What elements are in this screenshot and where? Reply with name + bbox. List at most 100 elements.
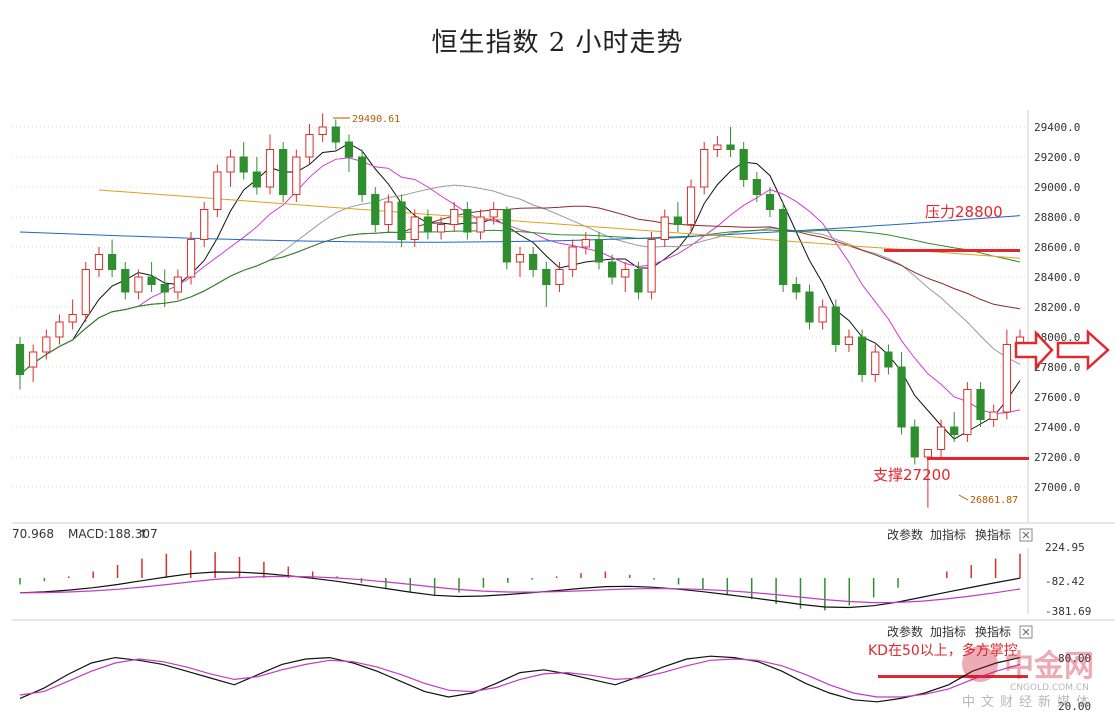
macd-tick-bottom: -381.69	[1045, 605, 1091, 618]
candle-up	[936, 426, 946, 450]
candle-up	[660, 216, 669, 240]
macd-histogram	[19, 550, 1021, 611]
ma5-line	[19, 142, 1021, 440]
price-tick-label: 27800.0	[1034, 361, 1080, 374]
watermark-tagline: 中文财经新媒体	[962, 694, 1095, 710]
candle-up	[871, 351, 880, 375]
candle-up	[384, 201, 393, 225]
high-annotation: 29490.61	[333, 114, 400, 125]
kd-panel: 改参数 加指标 换指标 KD在50以上，多方掌控 80.00 20.00	[12, 619, 1115, 713]
candle-down	[897, 366, 906, 428]
macd-arrow-up-icon: ↑	[138, 527, 148, 541]
candle-up	[410, 216, 419, 240]
macd-tick-mid: -82.42	[1045, 575, 1085, 588]
candle-up	[81, 269, 90, 315]
candle-up	[29, 351, 38, 368]
candle-up	[42, 336, 51, 353]
macd-switch-indicator-button[interactable]: 换指标	[975, 527, 1011, 542]
trend-arrows	[1014, 329, 1110, 371]
chart-title: 恒生指数 2 小时走势	[431, 28, 684, 58]
kd-change-params-button[interactable]: 改参数	[887, 624, 923, 639]
macd-dif-line	[19, 571, 1021, 609]
arrow-right-icon	[1056, 329, 1110, 371]
kd-level-line	[878, 675, 1028, 678]
low-label: 26861.87	[970, 495, 1018, 506]
candle-down	[752, 179, 761, 195]
price-tick-label: 29000.0	[1034, 181, 1080, 194]
macd-dea-line	[19, 575, 1021, 604]
candle-down	[739, 149, 748, 180]
macd-close-button[interactable]	[1019, 528, 1033, 542]
candlesticks	[15, 113, 1025, 508]
candle-up	[173, 276, 183, 293]
candle-up	[134, 276, 143, 293]
price-tick-label: 29200.0	[1034, 151, 1080, 164]
candle-up	[713, 144, 722, 150]
candle-down	[542, 269, 551, 285]
macd-add-indicator-button[interactable]: 加指标	[930, 527, 966, 542]
candle-down	[279, 149, 288, 195]
ma60-line	[19, 229, 1021, 375]
price-tick-label: 27000.0	[1034, 481, 1080, 494]
candle-up	[700, 149, 709, 188]
arrow-right-icon	[1014, 329, 1054, 371]
candle-up	[55, 321, 64, 338]
candle-up	[213, 171, 222, 210]
candle-down	[331, 126, 340, 143]
main-price-axis: 29400.0 29200.0 29000.0 28800.0 28600.0 28400…	[1034, 121, 1080, 494]
candle-down	[344, 141, 354, 158]
kd-tick-top: 80.00	[1058, 652, 1091, 665]
candle-down	[239, 156, 248, 173]
kd-lines	[19, 655, 1021, 703]
candle-down	[607, 261, 617, 278]
price-tick-label: 27600.0	[1034, 391, 1080, 404]
candle-down	[397, 201, 406, 240]
candle-down	[726, 144, 735, 150]
main-gridlines	[12, 110, 1029, 522]
candle-down	[910, 426, 919, 458]
macd-change-params-button[interactable]: 改参数	[887, 527, 923, 542]
candle-up	[621, 269, 630, 278]
ma10-line	[19, 157, 1021, 415]
watermark: 中金网 CNGOLD.COM.CN 中文财经新媒体	[962, 646, 1095, 710]
moving-averages	[19, 142, 1021, 440]
candle-up	[989, 411, 998, 420]
support-level: 支撑27200	[873, 457, 1029, 484]
price-tick-label: 28400.0	[1034, 271, 1080, 284]
ma250-line	[98, 189, 1021, 259]
candle-up	[818, 306, 827, 323]
high-label: 29490.61	[352, 114, 400, 125]
candle-down	[529, 254, 538, 270]
candle-down	[976, 389, 985, 420]
candle-down	[950, 426, 959, 435]
kd-annotation: KD在50以上，多方掌控	[868, 642, 1018, 659]
candle-down	[15, 344, 25, 375]
candle-down	[423, 216, 433, 233]
candle-down	[147, 276, 156, 285]
kd-tick-bottom: 20.00	[1058, 700, 1091, 713]
candle-up	[476, 216, 485, 233]
candle-down	[673, 216, 683, 225]
cngold-logo-icon	[962, 646, 998, 682]
price-tick-label: 28200.0	[1034, 301, 1080, 314]
macd-value-label: 70.968	[12, 527, 54, 541]
kd-add-indicator-button[interactable]: 加指标	[930, 624, 966, 639]
price-tick-label: 28800.0	[1034, 211, 1080, 224]
kd-close-button[interactable]	[1019, 625, 1033, 639]
candle-up	[436, 224, 446, 233]
kd-d-line	[19, 658, 1021, 698]
candle-down	[792, 284, 801, 293]
candle-up	[68, 314, 77, 323]
candle-up	[581, 239, 590, 248]
candle-down	[594, 239, 604, 263]
candle-up	[686, 186, 696, 225]
kd-switch-indicator-button[interactable]: 换指标	[975, 624, 1011, 639]
candle-up	[963, 389, 972, 435]
support-label: 支撑27200	[873, 466, 951, 484]
candle-down	[160, 284, 169, 293]
candle-up	[450, 209, 459, 225]
candle-up	[844, 336, 854, 345]
candle-down	[371, 194, 380, 225]
price-tick-label: 29400.0	[1034, 121, 1080, 134]
